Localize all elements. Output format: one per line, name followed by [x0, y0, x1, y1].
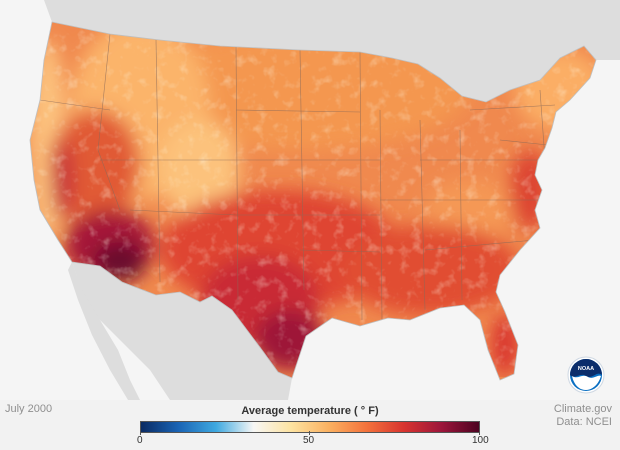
data-credit: Data: NCEI: [556, 416, 612, 428]
source-credit: Climate.gov: [553, 403, 612, 415]
state-borders: [39, 33, 556, 321]
legend-tick-mid: 50: [303, 435, 315, 446]
logo-bird: [572, 375, 601, 390]
temperature-map: [29, 0, 620, 400]
logo-sky: [570, 359, 602, 377]
legend-tick-mark-mid: [309, 431, 310, 435]
noaa-logo-icon: NOAA: [567, 356, 605, 394]
legend-tick-max: 100: [472, 435, 489, 446]
date-caption: July 2000: [5, 403, 53, 415]
mexico-land: [72, 262, 292, 400]
legend-color-scale: [140, 421, 480, 433]
logo-text: NOAA: [578, 366, 594, 372]
credits: Climate.gov Data: NCEI: [554, 403, 612, 429]
legend-tick-mark-max: [479, 431, 480, 435]
us-outline: [29, 21, 597, 381]
legend-tick-min: 0: [137, 435, 143, 446]
legend-tick-mark-min: [140, 431, 141, 435]
legend-title: Average temperature ( ° F): [241, 405, 379, 417]
baja-peninsula: [68, 262, 140, 400]
